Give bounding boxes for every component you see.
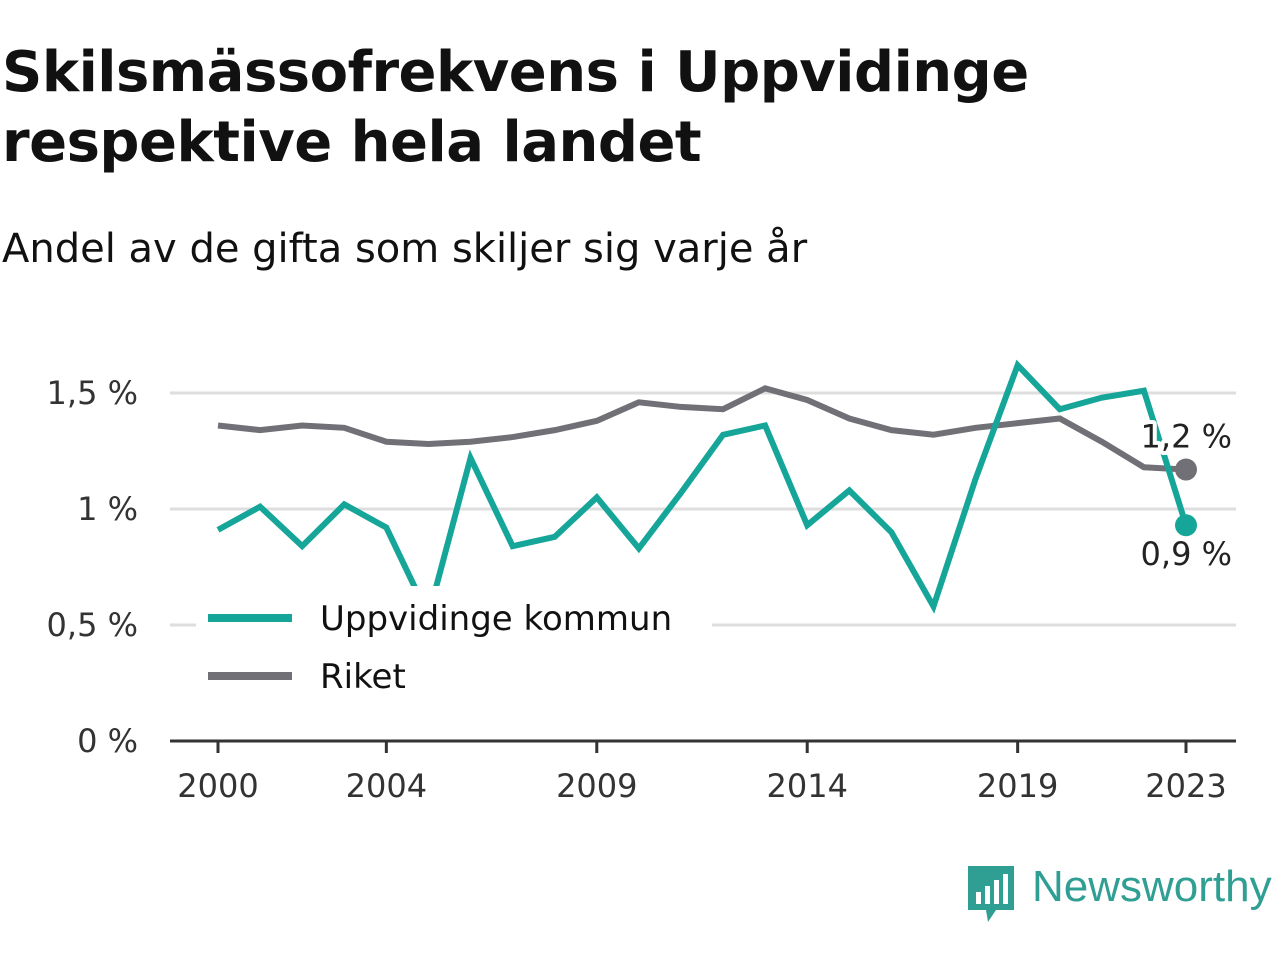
x-tick-label: 2019 <box>977 767 1058 805</box>
y-tick-label: 0,5 % <box>47 606 138 644</box>
x-tick-label: 2009 <box>556 767 637 805</box>
legend-label: Riket <box>320 657 406 697</box>
x-tick-label: 2000 <box>177 767 258 805</box>
end-point-0 <box>1175 514 1197 537</box>
series-line-0 <box>216 359 1189 625</box>
legend-label: Uppvidinge kommun <box>320 599 672 639</box>
chart-subtitle: Andel av de gifta som skiljer sig varje … <box>2 226 808 272</box>
legend-background <box>196 586 712 708</box>
newsworthy-logo-icon <box>968 866 1014 922</box>
y-tick-label: 1,5 % <box>47 374 138 412</box>
end-label-halo: 1,2 % <box>1141 418 1232 456</box>
y-axis: 0 % 0,5 % 1 % 1,5 % <box>47 374 138 760</box>
x-axis: 2000 2004 2009 2014 2019 2023 <box>170 739 1236 805</box>
end-label: 1,2 % <box>1141 418 1232 456</box>
end-label: 0,9 % <box>1141 535 1232 573</box>
series-line-1 <box>217 385 1187 473</box>
y-tick-label: 0 % <box>77 722 138 760</box>
end-label-halo: 0,9 % <box>1141 535 1232 573</box>
x-tick-label: 2014 <box>766 767 847 805</box>
end-labels: 0,9 %0,9 %1,2 %1,2 % <box>1137 414 1236 578</box>
x-tick-label: 2004 <box>346 767 427 805</box>
chart-title: Skilsmässofrekvens i Uppvidinge respekti… <box>2 40 1029 175</box>
brand-name: Newsworthy <box>1032 862 1272 911</box>
end-point-1 <box>1175 458 1197 481</box>
series-lines <box>216 359 1197 625</box>
legend: Uppvidinge kommun Riket <box>196 586 712 708</box>
y-tick-label: 1 % <box>77 490 138 528</box>
x-tick-label: 2023 <box>1145 767 1226 805</box>
